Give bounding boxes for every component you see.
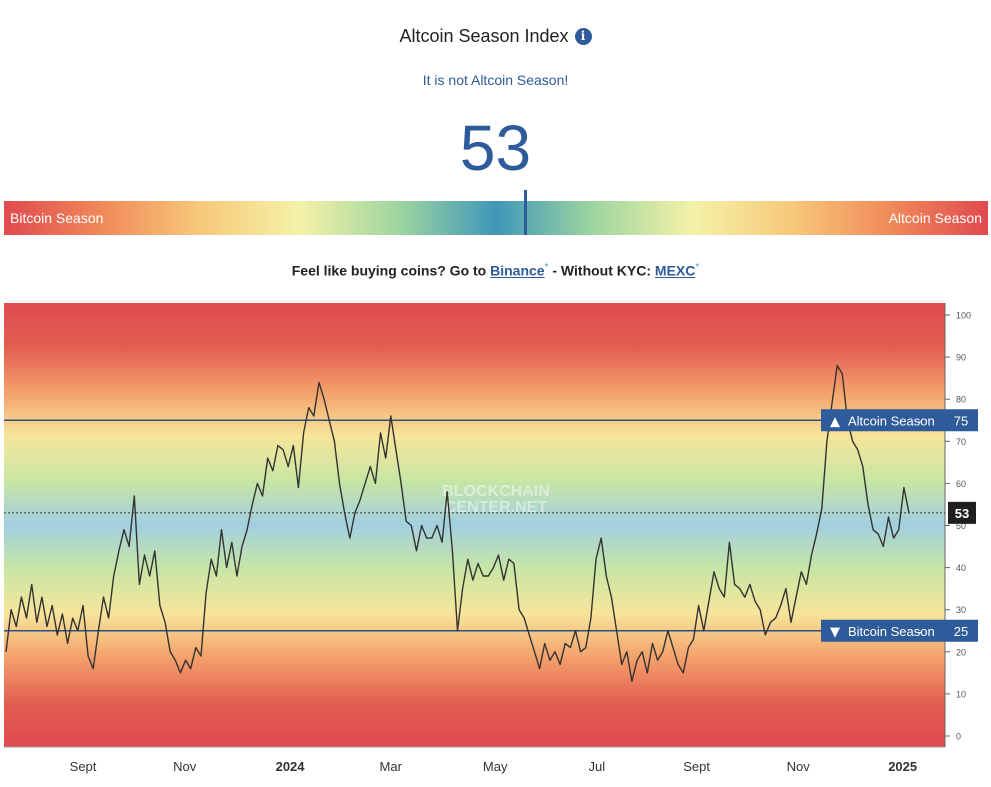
gauge-right-label: Altcoin Season (888, 210, 982, 226)
promo-prefix: Feel like buying coins? Go to (291, 262, 487, 279)
binance-mark: * (544, 262, 549, 273)
threshold-arrow: ▼ (830, 625, 840, 640)
y-tick-label: 60 (956, 479, 966, 489)
x-tick-label: 2024 (276, 759, 306, 774)
threshold-value-label: 75 (954, 413, 968, 428)
title-text: Altcoin Season Index (399, 26, 569, 46)
threshold-label: ▼ Bitcoin Season- 25 (821, 619, 978, 642)
season-gauge: Bitcoin Season Altcoin Season (4, 201, 988, 235)
y-tick-label: 20 (956, 647, 966, 657)
threshold-value-box (945, 409, 978, 432)
x-axis: Sept Nov 2024 Mar May Jul Sept Nov 2025 (4, 746, 945, 774)
x-tick-label: May (483, 759, 508, 774)
gauge-left-label: Bitcoin Season (10, 210, 104, 226)
x-tick-label: Mar (380, 759, 403, 774)
current-value-label: 53 (948, 501, 976, 524)
series-lines (5, 364, 910, 682)
y-tick-label: 70 (956, 437, 966, 447)
binance-link[interactable]: Binance (490, 262, 545, 279)
threshold-label: ▲ Altcoin Season- 75 (821, 409, 978, 432)
y-tick-label: 100 (956, 311, 971, 321)
y-tick-label: 50 (956, 521, 966, 531)
x-tick-label: Sept (70, 759, 97, 774)
threshold-dash: - (918, 624, 922, 639)
gauge-pointer (524, 190, 528, 235)
threshold-lines (4, 419, 945, 632)
x-tick-label: Nov (787, 759, 811, 774)
threshold-arrow: ▲ (830, 414, 840, 429)
watermark-text: BLOCKCHAIN (442, 483, 550, 500)
y-tick-label: 10 (956, 689, 966, 699)
chart-background (4, 303, 945, 747)
mexc-link[interactable]: MEXC (654, 262, 696, 279)
threshold-value-label: 25 (954, 624, 968, 639)
y-tick-label: 90 (956, 353, 966, 363)
y-tick-label: 0 (956, 732, 961, 742)
season-status: It is not Altcoin Season! (422, 72, 569, 88)
page-title: Altcoin Season Index i (0, 26, 991, 47)
watermark-text: CENTER.NET (445, 499, 547, 516)
threshold-name: Bitcoin Season (848, 624, 935, 639)
current-value-box (948, 501, 976, 524)
threshold-name: Altcoin Season (848, 413, 935, 428)
x-tick-label: 2025 (888, 759, 917, 774)
promo-line: Feel like buying coins? Go to Binance* -… (0, 262, 991, 279)
series-line (5, 364, 910, 682)
threshold-label-box (821, 409, 945, 432)
x-tick-label: Nov (173, 759, 197, 774)
y-tick-label: 30 (956, 605, 966, 615)
mexc-mark: * (695, 262, 700, 273)
threshold-label-box (821, 619, 945, 642)
current-value-text: 53 (955, 506, 969, 521)
y-axis: 0 10 20 30 40 50 60 70 80 90 100 (944, 303, 971, 747)
threshold-dash: - (918, 413, 922, 428)
x-tick-label: Jul (589, 759, 606, 774)
info-icon[interactable]: i (574, 28, 592, 45)
index-value: 53 (459, 112, 532, 184)
threshold-value-box (945, 619, 978, 642)
x-tick-label: Sept (683, 759, 710, 774)
y-tick-label: 80 (956, 395, 966, 405)
y-tick-label: 40 (956, 563, 966, 573)
promo-middle: - Without KYC: (552, 262, 651, 279)
